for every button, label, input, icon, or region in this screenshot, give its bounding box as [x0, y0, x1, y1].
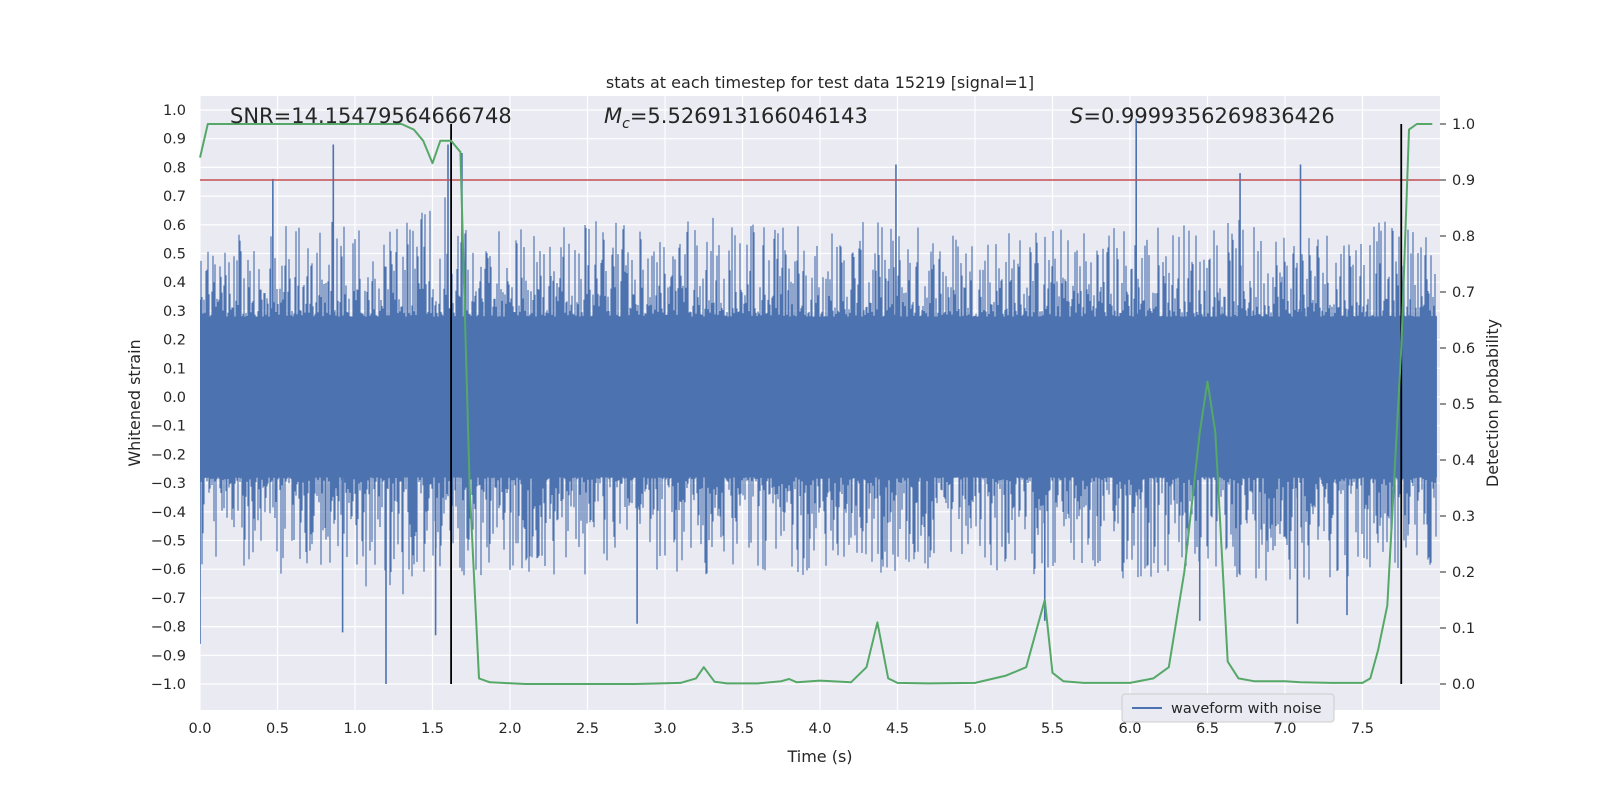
x-tick-label: 3.0: [653, 721, 676, 737]
y-left-tick-label: −0.8: [151, 620, 186, 636]
x-tick-label: 4.0: [808, 721, 831, 737]
snr-annotation: SNR=14.15479564666748: [230, 104, 512, 128]
x-tick-label: 6.0: [1118, 721, 1141, 737]
x-tick-label: 5.5: [1041, 721, 1064, 737]
y-right-tick-label: 0.3: [1452, 509, 1475, 525]
probability-series: [199, 123, 1433, 685]
y-left-axis-label: Whitened strain: [125, 339, 144, 466]
y-right-tick-label: 0.5: [1452, 397, 1475, 413]
y-right-axis-label: Detection probability: [1483, 319, 1502, 487]
y-right-tick-label: 0.4: [1452, 453, 1475, 469]
s-value: =0.9999356269836426: [1083, 104, 1334, 128]
chart-title: stats at each timestep for test data 152…: [606, 73, 1034, 92]
y-left-tick-label: −0.4: [151, 505, 186, 521]
y-left-tick-label: −0.1: [151, 419, 186, 435]
y-left-tick-label: −1.0: [151, 677, 186, 693]
y-left-tick-label: 0.2: [163, 333, 186, 349]
y-left-tick-label: 1.0: [163, 103, 186, 119]
x-tick-label: 5.0: [963, 721, 986, 737]
y-right-tick-label: 0.8: [1452, 229, 1475, 245]
y-left-tick-label: 0.8: [163, 160, 186, 176]
legend-label-waveform: waveform with noise: [1171, 701, 1322, 717]
y-right-tick-label: 1.0: [1452, 117, 1475, 133]
y-right-tick-label: 0.9: [1452, 173, 1475, 189]
x-axis-label: Time (s): [786, 747, 852, 766]
y-right-tick-label: 0.2: [1452, 565, 1475, 581]
y-right-tick-label: 0.0: [1452, 677, 1475, 693]
y-right-tick-label: 0.1: [1452, 621, 1475, 637]
x-tick-label: 6.5: [1196, 721, 1219, 737]
x-tick-labels: 0.0 0.5 1.0 1.5 2.0 2.5 3.0 3.5 4.0 4.5 5.0 5.5 6.0 6…: [188, 721, 1374, 737]
x-tick-label: 3.5: [731, 721, 754, 737]
significance-annotation: S=0.9999356269836426: [1070, 104, 1335, 128]
chirp-mass-annotation: Mc=5.526913166046143: [604, 104, 868, 132]
waveform-core-band: [200, 316, 1437, 478]
y-left-tick-label: −0.3: [151, 476, 186, 492]
probability-line: [199, 123, 1433, 685]
y-left-tick-label: 0.9: [163, 132, 186, 148]
y-left-tick-label: 0.1: [163, 361, 186, 377]
y-left-tick-label: 0.7: [163, 189, 186, 205]
x-tick-label: 1.0: [343, 721, 366, 737]
legend-box: [1121, 693, 1335, 723]
x-tick-label: 7.0: [1273, 721, 1296, 737]
x-tick-label: 0.0: [188, 721, 211, 737]
y-left-tick-labels: 1.0 0.9 0.8 0.7 0.6 0.5 0.4 0.3 0.2 0.1 0.0 −0.1 −0.…: [151, 103, 186, 693]
x-tick-label: 2.0: [498, 721, 521, 737]
y-left-tick-label: 0.3: [163, 304, 186, 320]
y-left-tick-label: −0.7: [151, 591, 186, 607]
y-left-tick-label: −0.6: [151, 562, 186, 578]
y-left-tick-label: −0.5: [151, 534, 186, 550]
x-tick-label: 4.5: [886, 721, 909, 737]
waveform-series: [200, 118, 1437, 684]
y-right-tick-label: 0.7: [1452, 285, 1475, 301]
mc-symbol: M: [604, 104, 622, 128]
y-left-tick-label: 0.0: [163, 390, 186, 406]
x-tick-label: 2.5: [576, 721, 599, 737]
y-left-tick-label: 0.4: [163, 275, 186, 291]
y-right-tick-label: 0.6: [1452, 341, 1475, 357]
y-left-tick-label: −0.2: [151, 447, 186, 463]
y-left-tick-label: 0.6: [163, 218, 186, 234]
y-right-tick-labels: 1.0 0.9 0.8 0.7 0.6 0.5 0.4 0.3 0.2 0.1 0.0: [1440, 117, 1475, 693]
mc-subscript: c: [622, 116, 630, 132]
x-tick-label: 0.5: [266, 721, 289, 737]
y-left-tick-label: −0.9: [151, 648, 186, 664]
x-tick-label: 7.5: [1351, 721, 1374, 737]
x-tick-label: 1.5: [421, 721, 444, 737]
s-symbol: S: [1070, 104, 1083, 128]
legend: waveform with noise: [1121, 693, 1335, 723]
mc-value: =5.526913166046143: [630, 104, 868, 128]
vertical-markers: [450, 124, 1403, 684]
y-left-tick-label: 0.5: [163, 247, 186, 263]
